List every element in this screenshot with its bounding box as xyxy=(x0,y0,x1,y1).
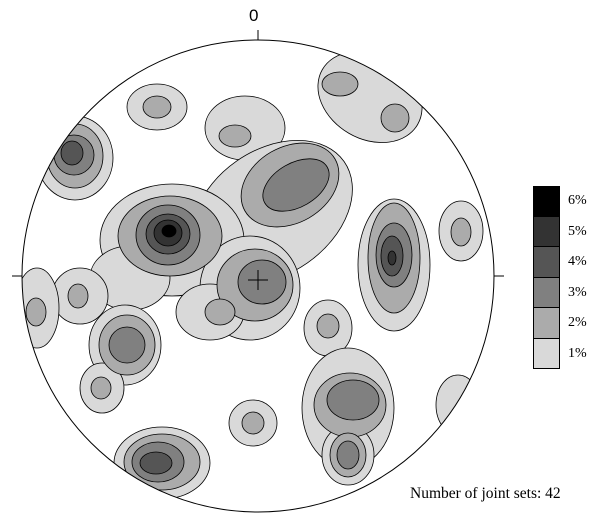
legend-label: 2% xyxy=(568,315,587,331)
legend-swatch xyxy=(533,186,560,217)
legend-item: 6% xyxy=(533,186,587,217)
contour-6-percent xyxy=(161,224,177,238)
legend-label: 3% xyxy=(568,284,587,300)
legend: 6% 5% 4% 3% 2% 1% xyxy=(533,186,587,369)
legend-swatch xyxy=(533,277,560,308)
legend-item: 4% xyxy=(533,247,587,278)
legend-label: 4% xyxy=(568,254,587,270)
legend-swatch xyxy=(533,308,560,339)
north-label: 0 xyxy=(249,6,259,25)
legend-item: 3% xyxy=(533,277,587,308)
legend-item: 2% xyxy=(533,308,587,339)
legend-swatch xyxy=(533,338,560,369)
legend-label: 6% xyxy=(568,193,587,209)
legend-label: 5% xyxy=(568,223,587,239)
legend-swatch xyxy=(533,216,560,247)
legend-label: 1% xyxy=(568,345,587,361)
legend-swatch xyxy=(533,247,560,278)
joint-set-count-caption: Number of joint sets: 42 xyxy=(410,485,561,502)
legend-item: 1% xyxy=(533,338,587,369)
legend-item: 5% xyxy=(533,216,587,247)
